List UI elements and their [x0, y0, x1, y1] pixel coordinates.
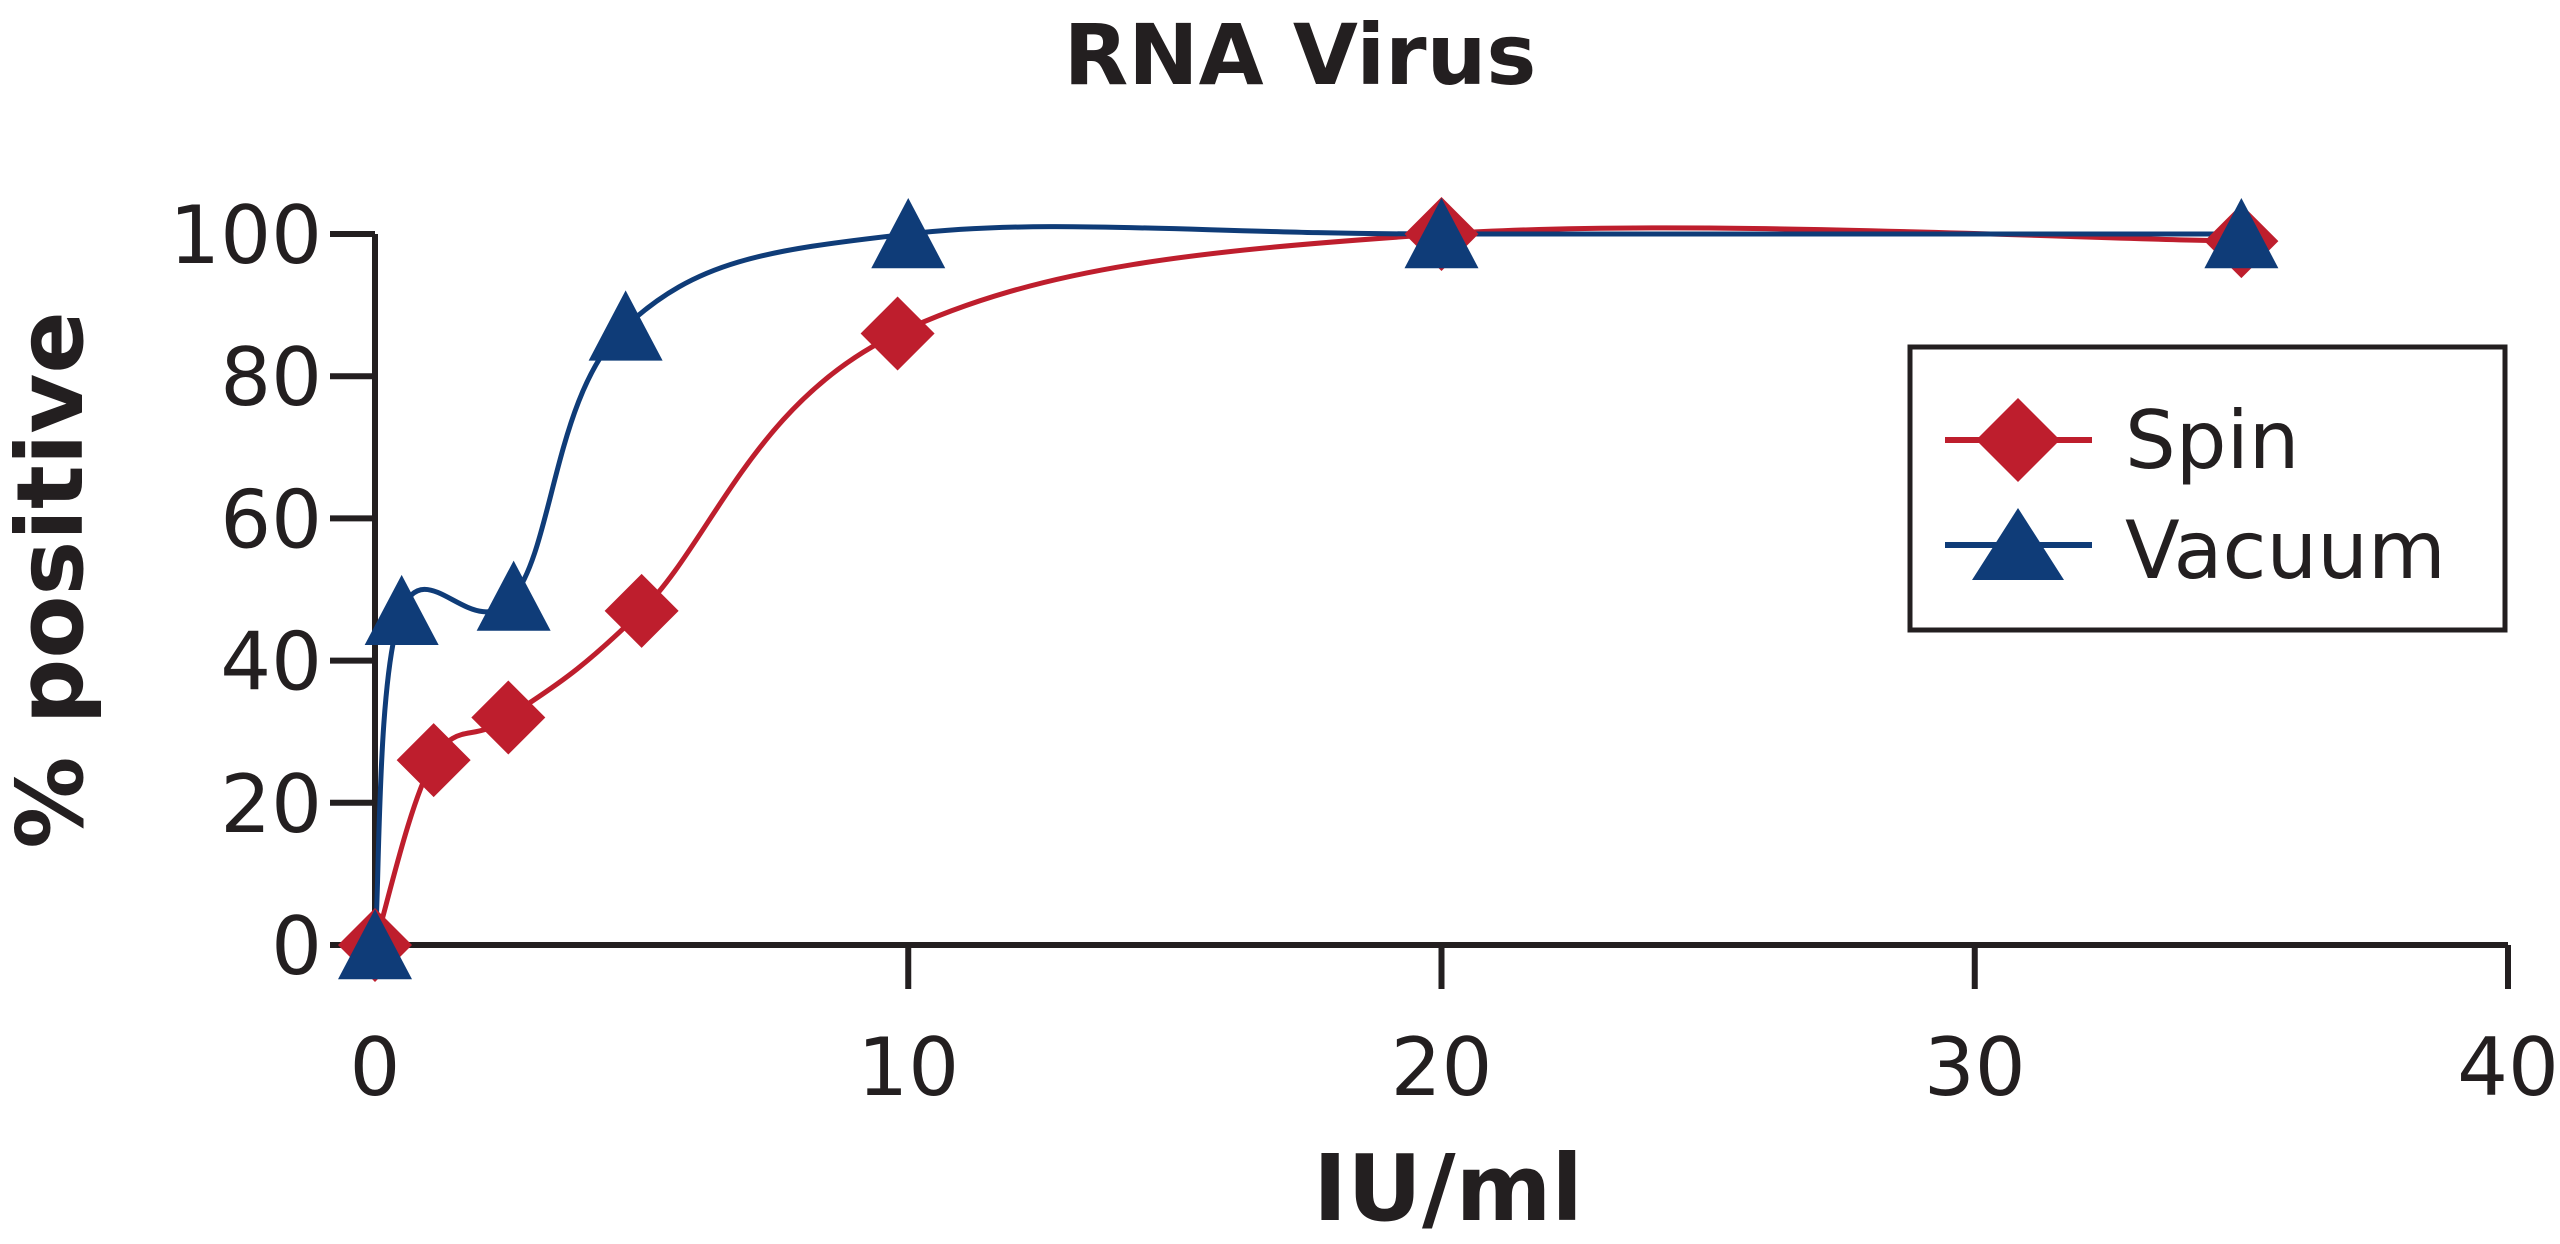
- data-point-spin: [604, 573, 679, 648]
- x-tick-label: 0: [350, 1021, 401, 1114]
- legend-vacuum-marker: [1972, 508, 2064, 580]
- x-axis-title: IU/ml: [1313, 1135, 1583, 1242]
- y-tick-label: 20: [220, 758, 322, 851]
- y-tick-label: 40: [220, 616, 322, 709]
- x-tick-label: 20: [1391, 1021, 1493, 1114]
- series-line-spin: [372, 225, 2242, 946]
- x-tick-label: 30: [1924, 1021, 2026, 1114]
- x-tick-label: 10: [857, 1021, 959, 1114]
- data-point-vacuum: [476, 560, 551, 631]
- y-tick-label: 60: [220, 473, 322, 566]
- y-tick-label: 0: [271, 900, 322, 993]
- legend-box: [1907, 344, 2508, 633]
- data-point-vacuum: [338, 909, 412, 980]
- chart-title: RNA Virus: [1064, 6, 1537, 104]
- x-tick-label: 40: [2457, 1021, 2559, 1114]
- data-point-spin: [860, 296, 935, 371]
- y-tick-label: 100: [169, 189, 322, 282]
- legend-spin-marker: [1976, 398, 2060, 482]
- data-point-vacuum: [1404, 198, 1479, 269]
- y-axis-title: % positive: [0, 311, 104, 848]
- data-point-vacuum: [364, 574, 439, 646]
- data-point-spin: [471, 680, 546, 755]
- data-point-vacuum: [2204, 198, 2279, 269]
- legend-spin-label: Spin: [2125, 394, 2300, 487]
- data-point-vacuum: [588, 290, 663, 361]
- legend: Spin Vacuum: [1907, 344, 2508, 633]
- ticks: 0 10 20 30 40 0 20 40 60 80 100: [169, 189, 2559, 1114]
- series-layer: [338, 197, 2279, 982]
- data-point-spin: [396, 723, 471, 798]
- legend-vacuum-label: Vacuum: [2125, 504, 2446, 597]
- series-markers: [338, 197, 2279, 982]
- data-point-vacuum: [871, 198, 946, 269]
- y-tick-label: 80: [220, 331, 322, 424]
